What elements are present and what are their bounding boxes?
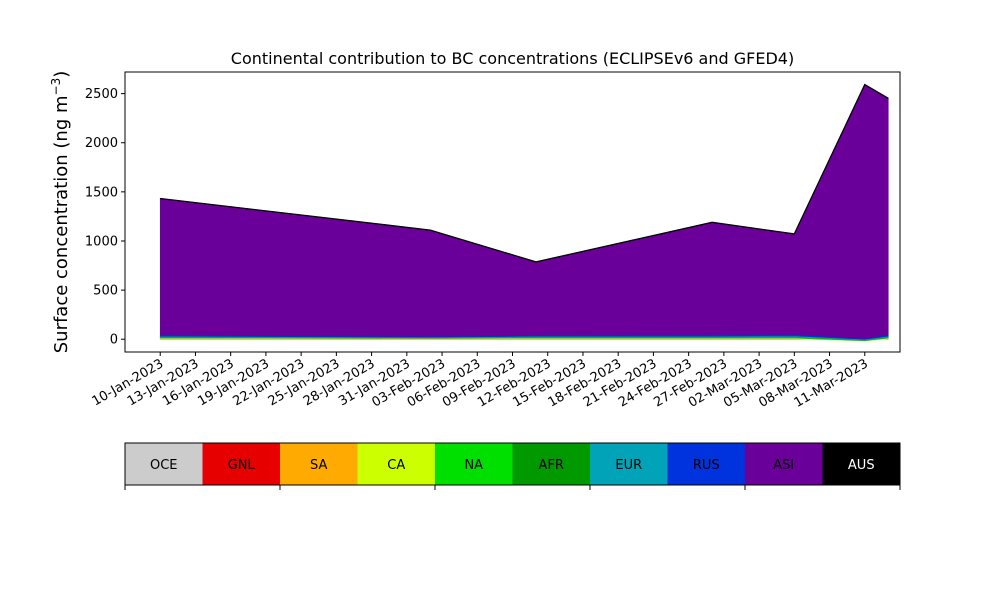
- y-axis-label: Surface concentration (ng m−3): [49, 71, 72, 354]
- legend-swatch-rus: [667, 443, 745, 485]
- y-tick-label: 500: [93, 284, 118, 299]
- y-axis-label-main: Surface concentration (ng m: [51, 95, 72, 353]
- area-series-group: [159, 83, 889, 342]
- legend-swatch-na: [435, 443, 513, 485]
- total-outline: [160, 83, 889, 263]
- y-tick-label: 2500: [85, 87, 118, 102]
- legend-label-afr: AFR: [539, 458, 564, 473]
- chart-title: Continental contribution to BC concentra…: [231, 49, 794, 68]
- legend-frame: [124, 442, 901, 486]
- y-axis-ticks: 0 500 1000 1500 2000 2500: [85, 87, 125, 348]
- legend-swatch-afr: [512, 443, 590, 485]
- y-tick-label: 0: [110, 333, 118, 348]
- legend-label-rus: RUS: [693, 458, 720, 473]
- legend-label-na: NA: [464, 458, 483, 473]
- legend-label-sa: SA: [310, 458, 327, 473]
- legend-swatch-sa: [280, 443, 358, 485]
- y-axis-label-unit-sup: −3: [49, 78, 63, 96]
- legend-label-aus: AUS: [848, 458, 875, 473]
- legend: OCE GNL SA CA NA AFR EUR RUS ASI AUS: [124, 442, 901, 490]
- legend-swatch-gnl: [202, 443, 280, 485]
- legend-label-eur: EUR: [615, 458, 642, 473]
- legend-swatch-eur: [590, 443, 668, 485]
- legend-label-oce: OCE: [150, 458, 178, 473]
- legend-swatch-asi: [745, 443, 823, 485]
- y-tick-label: 1000: [85, 234, 118, 249]
- legend-label-ca: CA: [387, 458, 405, 473]
- y-axis-label-close: ): [51, 71, 72, 78]
- y-tick-label: 1500: [85, 185, 118, 200]
- legend-label-asi: ASI: [773, 458, 794, 473]
- y-tick-label: 2000: [85, 136, 118, 151]
- legend-label-gnl: GNL: [228, 458, 256, 473]
- legend-swatch-aus: [822, 443, 900, 485]
- legend-swatch-ca: [357, 443, 435, 485]
- legend-swatch-oce: [125, 443, 203, 485]
